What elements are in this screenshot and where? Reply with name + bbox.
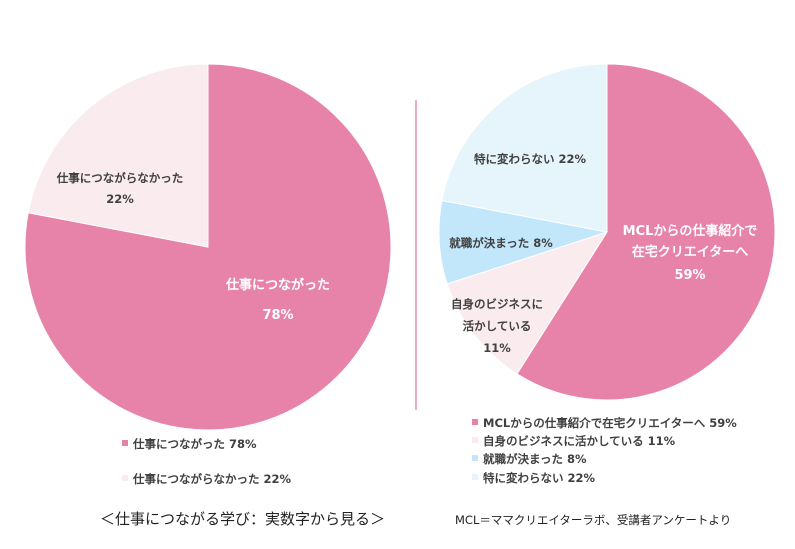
pie1-slice-1	[27, 63, 209, 248]
legend2-swatch-1	[472, 437, 478, 443]
legend1-swatch-1	[122, 475, 128, 481]
pie2-label-1-line-0: 自身のビジネスに	[451, 297, 543, 311]
legend-detail-outcome: MCLからの仕事紹介で在宅クリエイターへ 59% 自身のビジネスに活かしている 1…	[472, 416, 737, 485]
legend2-text-3: 特に変わらない 22%	[483, 471, 596, 485]
pie1-label-0: 仕事につながった	[225, 277, 330, 293]
figure-caption: ＜仕事につながる学び：実数字から見る＞	[100, 510, 386, 528]
legend2-text-1: 自身のビジネスに活かしている 11%	[483, 434, 676, 448]
legend2-swatch-0	[472, 419, 478, 425]
pie2-slice-3	[441, 63, 608, 233]
pie2-slice-0	[516, 63, 776, 401]
pie2-label-0-line-1: 在宅クリエイターへ	[632, 244, 748, 260]
source-note: MCL＝ママクリエイターラボ、受講者アンケートより	[455, 513, 732, 527]
legend-career-outcome: 仕事につながった 78% 仕事につながらなかった 22%	[122, 437, 292, 486]
pie1-slice-0	[24, 63, 392, 431]
legend2-swatch-3	[472, 474, 478, 480]
pie1-label-1: 仕事につながらなかった	[56, 171, 184, 185]
legend2-text-0: MCLからの仕事紹介で在宅クリエイターへ 59%	[483, 416, 737, 430]
pie2-value-0: 59%	[674, 268, 705, 283]
pie2-slice-1	[446, 231, 609, 375]
pie1-value-1: 22%	[106, 192, 134, 206]
legend2-text-2: 就職が決まった 8%	[483, 452, 587, 466]
pie-chart-career-outcome: 仕事につながった 78% 仕事につながらなかった 22%	[24, 63, 392, 431]
legend1-text-0: 仕事につながった 78%	[132, 437, 257, 451]
pie2-label-3: 特に変わらない 22%	[474, 152, 587, 166]
pie2-label-1-line-1: 活かしている	[463, 319, 532, 333]
pie2-label-0-line-0: MCLからの仕事紹介で	[623, 223, 758, 239]
legend2-swatch-2	[472, 455, 478, 461]
pie2-label-2: 就職が決まった 8%	[449, 236, 553, 250]
pie-chart-detail-outcome: MCLからの仕事紹介で在宅クリエイターへ 59% 自身のビジネスに活かしている 11%…	[438, 63, 776, 401]
pie1-value-0: 78%	[262, 308, 293, 323]
pie2-value-1: 11%	[483, 341, 511, 355]
legend1-swatch-0	[122, 440, 128, 446]
legend1-text-1: 仕事につながらなかった 22%	[132, 472, 292, 486]
